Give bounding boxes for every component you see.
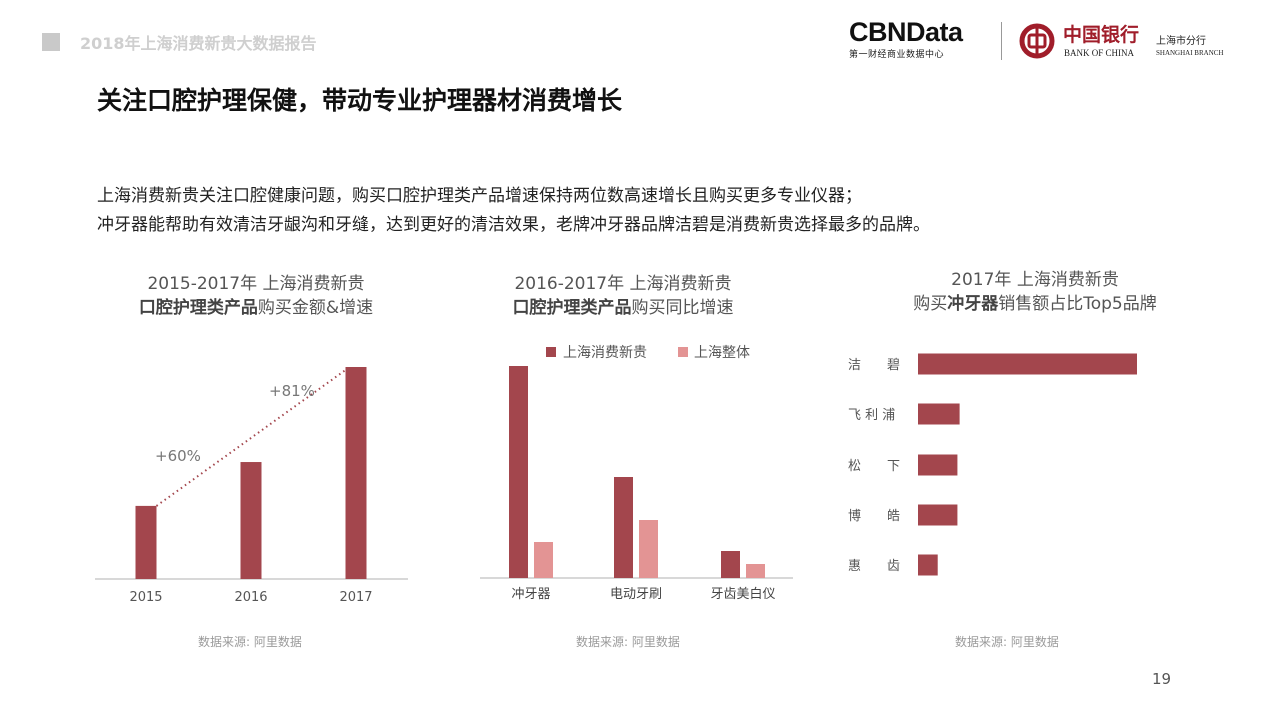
chart2-bar-冲牙器-上海整体 [534,542,553,578]
cbndata-logo: CBNData 第一财经商业数据中心 [849,18,963,60]
chart1-title-bold: 口腔护理类产品 [138,298,258,318]
header-square [42,33,60,51]
chart2-tick-label: 电动牙刷 [610,587,662,602]
chart3-bar-1 [918,403,960,425]
boc-branch-en: SHANGHAI BRANCH [1156,49,1224,57]
boc-name-en: BANK OF CHINA [1064,48,1135,58]
chart1-bar-2016 [240,462,262,579]
chart2-title-rest: 购买同比增速 [631,298,734,318]
chart1-tick-label: 2017 [339,590,372,605]
chart1-title-rest: 购买金额&增速 [257,298,374,318]
chart3-title-bold: 冲牙器 [947,294,999,314]
description-line-2: 冲牙器能帮助有效清洁牙龈沟和牙缝，达到更好的清洁效果，老牌冲牙器品牌洁碧是消费新… [97,215,930,235]
chart2-legend-swatch-2 [678,347,688,357]
chart3-title-line1: 2017年 上海消费新贵 [951,270,1119,290]
logo-divider [1001,22,1002,60]
chart2-tick-label: 牙齿美白仪 [710,586,775,602]
chart2-title-bold: 口腔护理类产品 [512,298,632,318]
bank-of-china-logo-icon [1019,23,1055,59]
chart3-category-label: 博 皓 [848,509,900,524]
cbndata-logo-text: CBNData [849,17,963,47]
page-number: 19 [1152,670,1172,688]
page-description: 上海消费新贵关注口腔健康问题，购买口腔护理类产品增速保持两位数高速增长且购买更多… [97,182,930,240]
chart1-title: 2015-2017年 上海消费新贵 口腔护理类产品购买金额&增速 [97,272,415,320]
chart1-bar-2015 [135,505,157,579]
description-line-1: 上海消费新贵关注口腔健康问题，购买口腔护理类产品增速保持两位数高速增长且购买更多… [97,186,862,206]
chart3-category-label: 洁 碧 [848,358,900,373]
chart3-title: 2017年 上海消费新贵 购买冲牙器销售额占比Top5品牌 [880,268,1190,316]
chart3-source: 数据来源: 阿里数据 [955,635,1059,649]
page-title: 关注口腔护理保健，带动专业护理器材消费增长 [97,86,623,115]
chart3-bar-2 [918,454,958,476]
chart1-title-line1: 2015-2017年 上海消费新贵 [147,274,365,294]
chart3-category-label: 惠 齿 [848,559,900,574]
chart1-bar-2017 [345,367,367,579]
chart2-legend-label-2: 上海整体 [694,345,750,361]
chart2-bar-冲牙器-上海消费新贵 [509,366,528,578]
chart1-source: 数据来源: 阿里数据 [198,635,302,649]
chart2-bar-电动牙刷-上海整体 [639,520,658,578]
chart2-tick-label: 冲牙器 [511,587,550,602]
report-title: 2018年上海消费新贵大数据报告 [80,34,317,53]
boc-name-cn: 中国银行 [1063,24,1140,46]
chart3-bar-4 [918,554,938,576]
chart1-trend-line [155,369,347,507]
cbndata-logo-sub: 第一财经商业数据中心 [849,50,945,60]
chart2-title-line1: 2016-2017年 上海消费新贵 [514,274,732,294]
chart1-annotation-60: +60% [155,447,201,465]
chart1-tick-label: 2016 [234,590,267,605]
chart2-source: 数据来源: 阿里数据 [576,635,680,649]
chart3-bar-0 [918,353,1137,375]
chart2-bar-牙齿美白仪-上海整体 [746,564,765,578]
chart3-title-rest: 销售额占比Top5品牌 [998,294,1157,314]
chart1-annotation-81: +81% [269,382,315,400]
chart3-category-label: 飞 利 浦 [848,408,895,423]
chart3-title-pre: 购买 [913,294,948,314]
chart2-bar-电动牙刷-上海消费新贵 [614,477,633,578]
boc-branch-cn: 上海市分行 [1156,36,1206,47]
chart2-bar-牙齿美白仪-上海消费新贵 [721,551,740,578]
chart2-legend-label-1: 上海消费新贵 [563,345,647,361]
chart2-legend-swatch-1 [546,347,556,357]
chart2-title: 2016-2017年 上海消费新贵 口腔护理类产品购买同比增速 [470,272,776,320]
chart1-tick-label: 2015 [129,590,162,605]
chart3-category-label: 松 下 [848,459,900,474]
chart3-bar-3 [918,504,958,526]
